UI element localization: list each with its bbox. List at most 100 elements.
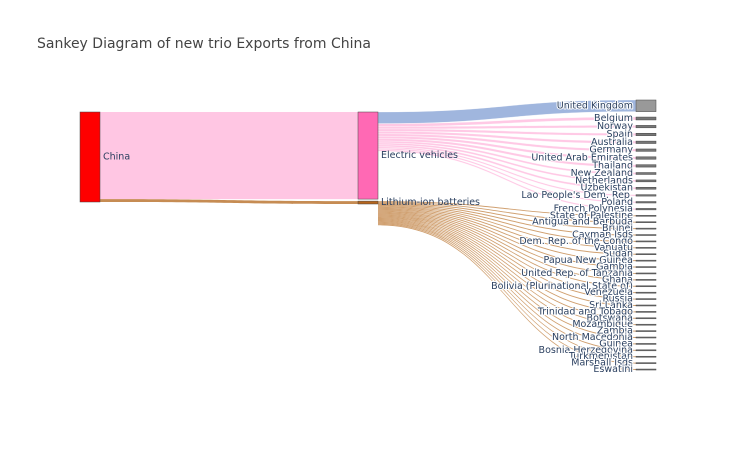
node-label-spain: Spain	[606, 129, 633, 140]
link-lithium-ion-batteries-bosnia-herzegovina	[378, 221, 636, 351]
link-china-electric-vehicles	[100, 112, 358, 200]
node-germany[interactable]	[635, 148, 657, 152]
node-uzbekistan[interactable]	[635, 187, 657, 190]
node-venezuela[interactable]	[635, 291, 657, 294]
node-bolivia-plurinational-state-of[interactable]	[635, 285, 657, 288]
node-lithium-ion-batteries[interactable]	[357, 200, 379, 205]
node-mozambique[interactable]	[635, 323, 657, 326]
link-lithium-ion-batteries-north-macedonia	[378, 219, 636, 338]
node-label-vanuatu: Vanuatu	[594, 242, 633, 253]
node-north-macedonia[interactable]	[635, 336, 657, 339]
node-bosnia-herzegovina[interactable]	[635, 349, 657, 352]
link-lithium-ion-batteries-sri-lanka	[378, 214, 636, 306]
link-lithium-ion-batteries-mozambique	[378, 217, 636, 326]
link-lithium-ion-batteries-dem-rep-of-the-congo	[378, 204, 636, 242]
link-lithium-ion-batteries-united-rep-of-tanzania	[378, 209, 636, 274]
link-lithium-ion-batteries-bolivia-plurinational-state-of	[378, 211, 636, 287]
links-group	[100, 99, 637, 370]
node-spain[interactable]	[635, 132, 657, 136]
node-ghana[interactable]	[635, 279, 657, 281]
node-label-united-rep-of-tanzania: United Rep. of Tanzania	[521, 268, 633, 279]
node-zambia[interactable]	[635, 330, 657, 332]
link-lithium-ion-batteries-gambia	[378, 208, 636, 268]
link-lithium-ion-batteries-russia	[378, 213, 636, 300]
link-lithium-ion-batteries-state-of-palestine	[378, 201, 636, 217]
node-russia[interactable]	[635, 298, 657, 300]
node-label-belgium: Belgium	[594, 113, 633, 124]
node-french-polynesia[interactable]	[635, 208, 657, 211]
node-label-norway: Norway	[597, 121, 633, 132]
node-label-united-kingdom: United Kingdom	[557, 100, 633, 111]
link-lithium-ion-batteries-eswatini	[378, 224, 636, 370]
link-lithium-ion-batteries-papua-new-guinea	[378, 207, 636, 262]
link-lithium-ion-batteries-turkmenistan	[378, 222, 636, 358]
node-papua-new-guinea[interactable]	[635, 259, 657, 262]
node-label-thailand: Thailand	[591, 160, 633, 171]
link-lithium-ion-batteries-cayman-isds	[378, 204, 636, 236]
node-united-arab-emirates[interactable]	[635, 156, 657, 160]
node-label-trinidad-and-tobago: Trinidad and Tobago	[537, 306, 633, 317]
link-lithium-ion-batteries-marshall-isds	[378, 223, 636, 364]
node-gambia[interactable]	[635, 266, 657, 268]
node-label-botswana: Botswana	[587, 313, 633, 324]
node-netherlands[interactable]	[635, 179, 657, 183]
node-label-germany: Germany	[589, 145, 633, 156]
node-australia[interactable]	[635, 140, 657, 144]
node-label-lao-people-s-dem-rep: Lao People's Dem. Rep.	[521, 190, 633, 201]
nodes-group	[79, 99, 657, 371]
node-label-brunei: Brunei	[602, 223, 633, 234]
link-lithium-ion-batteries-antigua-and-barbuda	[378, 202, 636, 223]
link-lithium-ion-batteries-trinidad-and-tobago	[378, 215, 636, 313]
node-trinidad-and-tobago[interactable]	[635, 311, 657, 313]
node-label-australia: Australia	[591, 137, 633, 148]
node-electric-vehicles[interactable]	[357, 111, 379, 200]
node-cayman-isds[interactable]	[635, 234, 657, 236]
node-label-poland: Poland	[601, 197, 633, 208]
node-label-russia: Russia	[602, 294, 633, 305]
node-label-china: China	[103, 152, 130, 163]
node-guinea[interactable]	[635, 343, 657, 345]
node-label-electric-vehicles: Electric vehicles	[381, 150, 458, 161]
node-antigua-and-barbuda[interactable]	[635, 221, 657, 223]
node-label-north-macedonia: North Macedonia	[552, 332, 633, 343]
node-label-bolivia-plurinational-state-of: Bolivia (Plurinational State of)	[491, 281, 633, 292]
chart-title: Sankey Diagram of new trio Exports from …	[37, 36, 371, 52]
link-lithium-ion-batteries-venezuela	[378, 212, 636, 294]
node-label-guinea: Guinea	[599, 338, 633, 349]
node-lao-people-s-dem-rep[interactable]	[635, 194, 657, 197]
node-vanuatu[interactable]	[635, 247, 657, 249]
node-new-zealand[interactable]	[635, 172, 657, 175]
node-turkmenistan[interactable]	[635, 355, 657, 358]
node-label-netherlands: Netherlands	[575, 175, 633, 186]
link-lithium-ion-batteries-ghana	[378, 210, 636, 281]
node-poland[interactable]	[635, 201, 657, 204]
node-belgium[interactable]	[635, 116, 657, 121]
node-united-rep-of-tanzania[interactable]	[635, 272, 657, 275]
node-china[interactable]	[79, 111, 101, 203]
node-state-of-palestine[interactable]	[635, 215, 657, 217]
node-united-kingdom[interactable]	[635, 99, 657, 112]
node-label-papua-new-guinea: Papua New Guinea	[544, 255, 633, 266]
node-label-bosnia-herzegovina: Bosnia Herzegovina	[539, 345, 633, 356]
node-dem-rep-of-the-congo[interactable]	[635, 240, 657, 243]
node-brunei[interactable]	[635, 227, 657, 230]
node-label-sudan: Sudan	[603, 249, 633, 260]
node-label-antigua-and-barbuda: Antigua and Barbuda	[532, 217, 633, 228]
node-norway[interactable]	[635, 125, 657, 129]
node-label-ghana: Ghana	[602, 274, 633, 285]
node-botswana[interactable]	[635, 317, 657, 320]
node-label-cayman-isds: Cayman Isds	[572, 230, 633, 241]
node-eswatini[interactable]	[635, 368, 657, 371]
node-thailand[interactable]	[635, 164, 657, 168]
link-lithium-ion-batteries-sudan	[378, 206, 636, 255]
node-label-sri-lanka: Sri Lanka	[589, 300, 633, 311]
node-sudan[interactable]	[635, 253, 657, 255]
node-marshall-isds[interactable]	[635, 362, 657, 364]
node-label-lithium-ion-batteries: Lithium-ion batteries	[381, 197, 480, 208]
node-sri-lanka[interactable]	[635, 304, 657, 307]
node-label-zambia: Zambia	[597, 326, 633, 337]
link-lithium-ion-batteries-zambia	[378, 218, 636, 332]
node-label-eswatini: Eswatini	[593, 364, 633, 375]
